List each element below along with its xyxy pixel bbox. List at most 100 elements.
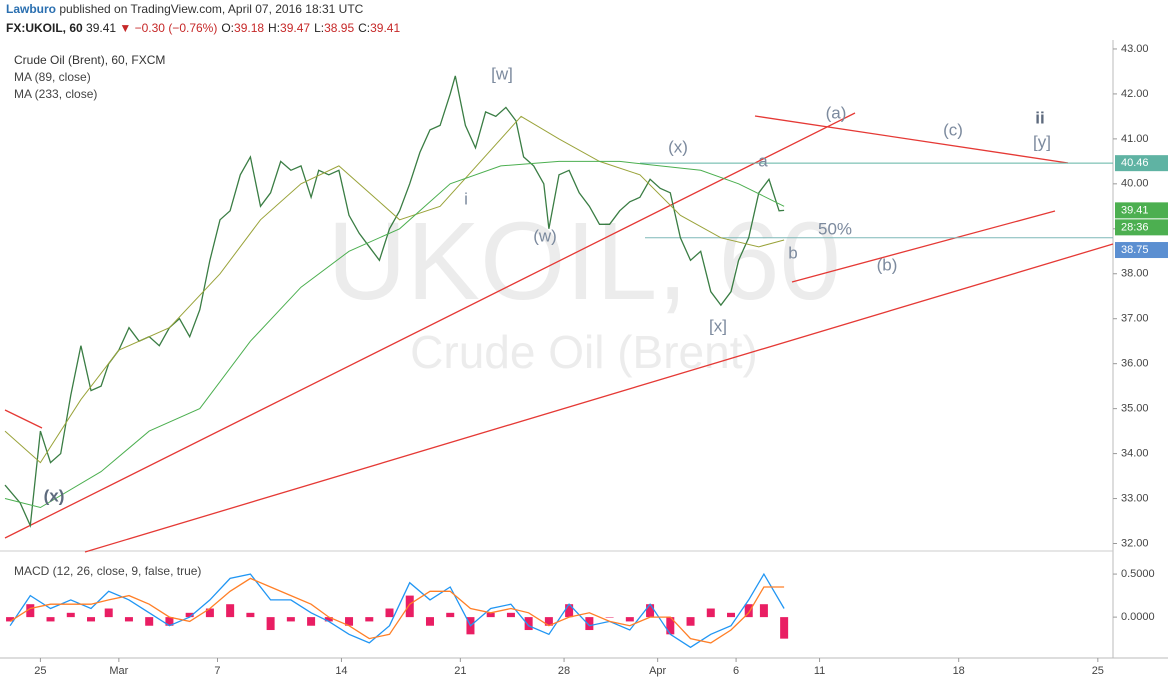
histogram-bar [205, 608, 214, 618]
histogram-bar [266, 617, 275, 631]
ohlc-label: C: [358, 21, 370, 35]
change: ▼ −0.30 (−0.76%) [119, 21, 217, 35]
histogram-bar [6, 617, 15, 622]
y-tick-label: 37.00 [1121, 313, 1149, 325]
histogram-bar [706, 608, 715, 618]
histogram-bar [286, 617, 295, 622]
trend-line [84, 243, 1114, 553]
histogram-bar [446, 612, 455, 618]
histogram-bar [625, 617, 634, 622]
histogram-bar [425, 617, 434, 626]
y-tick-label: 0.0000 [1121, 611, 1155, 623]
x-tick-label: 25 [34, 665, 46, 677]
x-tick-label: 11 [814, 665, 825, 677]
y-tick-label: 32.00 [1121, 537, 1149, 549]
y-tick-label: 41.00 [1121, 133, 1149, 145]
histogram-bar [345, 617, 354, 626]
wave-label: i [464, 189, 468, 208]
wave-label: (x) [668, 137, 688, 156]
countdown-bg [1115, 219, 1168, 236]
histogram-bar [544, 617, 553, 626]
wave-label: [x] [709, 316, 727, 335]
wave-label: (x) [44, 486, 65, 505]
ohlc-value: 39.41 [370, 21, 400, 35]
histogram-bar [165, 617, 174, 626]
x-tick-label: 18 [953, 665, 965, 677]
ohlc-label: L: [314, 21, 324, 35]
ohlc-value: 38.95 [324, 21, 354, 35]
x-tick-label: 6 [733, 665, 739, 677]
legend-entry: MA (233, close) [14, 87, 97, 101]
wave-label: (w) [533, 226, 557, 245]
y-tick-label: 43.00 [1121, 43, 1149, 55]
histogram-bar [246, 612, 255, 618]
histogram-bar [605, 617, 614, 618]
series-line [4, 160, 785, 509]
ohlc-value: 39.47 [280, 21, 310, 35]
x-tick-label: Apr [649, 665, 666, 677]
legend-entry: MA (89, close) [14, 70, 91, 84]
trend-line [4, 409, 43, 429]
histogram-bar [66, 612, 75, 618]
x-tick-label: 21 [454, 665, 466, 677]
level-label: 50% [818, 219, 852, 238]
histogram-bar [226, 604, 235, 618]
ohlc: O:39.18 H:39.47 L:38.95 C:39.41 [221, 21, 400, 35]
histogram-bar [585, 617, 594, 631]
level-label: 40.46 [1121, 157, 1149, 169]
wave-label: a [758, 151, 768, 170]
histogram-bar [145, 617, 154, 626]
countdown: 28:36 [1121, 221, 1149, 233]
wave-label: [w] [491, 64, 513, 83]
x-tick-label: Mar [109, 665, 128, 677]
histogram-bar [744, 604, 753, 618]
trend-line [754, 115, 1069, 164]
ohlc-value: 39.18 [234, 21, 264, 35]
price-label-bg [1115, 242, 1168, 259]
histogram-bar [307, 617, 316, 626]
y-tick-label: 34.00 [1121, 447, 1149, 459]
histogram-bar [104, 608, 113, 618]
symbol-line: FX:UKOIL, 60 39.41 ▼ −0.30 (−0.76%) O:39.… [6, 21, 400, 35]
x-tick-label: 7 [214, 665, 220, 677]
price-label: 39.41 [1121, 204, 1149, 216]
author-name[interactable]: Lawburo [6, 2, 56, 16]
histogram-bar [727, 612, 736, 618]
price-label: 38.75 [1121, 244, 1149, 256]
macd-line [9, 572, 785, 649]
wave-label: (a) [826, 103, 847, 122]
macd-title: MACD (12, 26, close, 9, false, true) [14, 564, 201, 578]
y-tick-label: 40.00 [1121, 178, 1149, 190]
level-label-bg [1115, 155, 1168, 172]
histogram-bar [759, 604, 768, 618]
x-tick-label: 14 [335, 665, 347, 677]
trend-lines [4, 112, 1114, 553]
wave-label: ii [1035, 108, 1044, 127]
wave-label: (b) [877, 255, 898, 274]
watermark-symbol: UKOIL, 60 [327, 200, 841, 323]
histogram-bar [324, 617, 333, 622]
histogram-bar [486, 612, 495, 618]
y-tick-label: 38.00 [1121, 268, 1149, 280]
histogram-bar [666, 617, 675, 635]
symbol: FX:UKOIL, 60 [6, 21, 83, 35]
histogram-bar [46, 617, 55, 622]
wave-label: (c) [943, 120, 963, 139]
histogram-bar [365, 617, 374, 622]
histogram-bar [524, 617, 533, 631]
watermark-name: Crude Oil (Brent) [410, 326, 758, 378]
trend-line [791, 210, 1056, 283]
ohlc-label: O: [221, 21, 234, 35]
macd-line [9, 577, 785, 644]
histogram-bar [405, 595, 414, 618]
histogram-bar [780, 617, 789, 639]
wave-label: b [788, 243, 797, 262]
x-tick-label: 28 [558, 665, 570, 677]
y-tick-label: 35.00 [1121, 403, 1149, 415]
histogram-bar [124, 617, 133, 622]
histogram-bar [26, 604, 35, 618]
histogram-bar [686, 617, 695, 626]
